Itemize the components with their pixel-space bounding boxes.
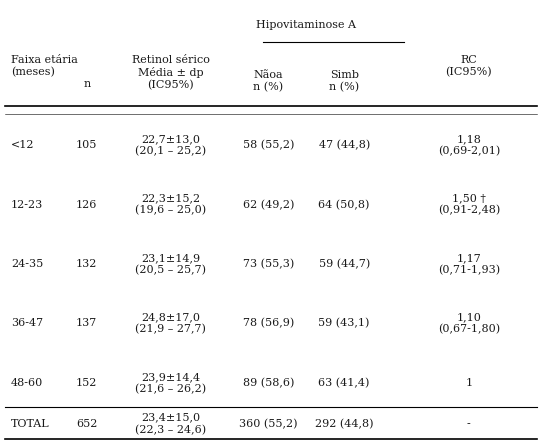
- Text: 105: 105: [76, 140, 98, 150]
- Text: 64 (50,8): 64 (50,8): [319, 199, 370, 210]
- Text: 1,18
(0,69-2,01): 1,18 (0,69-2,01): [438, 134, 500, 156]
- Text: 48-60: 48-60: [11, 378, 43, 388]
- Text: 23,4±15,0
(22,3 – 24,6): 23,4±15,0 (22,3 – 24,6): [135, 413, 207, 435]
- Text: 22,7±13,0
(20,1 – 25,2): 22,7±13,0 (20,1 – 25,2): [135, 134, 207, 156]
- Text: 62 (49,2): 62 (49,2): [243, 199, 294, 210]
- Text: 22,3±15,2
(19,6 – 25,0): 22,3±15,2 (19,6 – 25,0): [135, 194, 207, 216]
- Text: n: n: [83, 79, 91, 89]
- Text: 652: 652: [76, 419, 98, 429]
- Text: <12: <12: [11, 140, 34, 150]
- Text: -: -: [467, 419, 470, 429]
- Text: 152: 152: [76, 378, 98, 388]
- Text: 59 (44,7): 59 (44,7): [319, 259, 370, 269]
- Text: 1,50 †
(0,91-2,48): 1,50 † (0,91-2,48): [438, 194, 500, 216]
- Text: Hipovitaminose A: Hipovitaminose A: [256, 20, 356, 30]
- Text: Nãoa
n (%): Nãoa n (%): [253, 70, 283, 92]
- Text: 73 (55,3): 73 (55,3): [243, 259, 294, 269]
- Text: 126: 126: [76, 200, 98, 209]
- Text: Retinol sérico
Média ± dp
(IC95%): Retinol sérico Média ± dp (IC95%): [132, 55, 210, 90]
- Text: 63 (41,4): 63 (41,4): [319, 378, 370, 388]
- Text: 23,9±14,4
(21,6 – 26,2): 23,9±14,4 (21,6 – 26,2): [135, 372, 207, 394]
- Text: 59 (43,1): 59 (43,1): [319, 318, 370, 329]
- Text: 89 (58,6): 89 (58,6): [243, 378, 294, 388]
- Text: 47 (44,8): 47 (44,8): [319, 140, 370, 150]
- Text: 1: 1: [465, 378, 473, 388]
- Text: 292 (44,8): 292 (44,8): [315, 418, 373, 429]
- Text: 360 (55,2): 360 (55,2): [239, 418, 298, 429]
- Text: 78 (56,9): 78 (56,9): [243, 318, 294, 329]
- Text: 137: 137: [76, 319, 98, 328]
- Text: TOTAL: TOTAL: [11, 419, 49, 429]
- Text: Simb
n (%): Simb n (%): [329, 70, 359, 92]
- Text: RC
(IC95%): RC (IC95%): [446, 55, 492, 77]
- Text: 1,10
(0,67-1,80): 1,10 (0,67-1,80): [438, 312, 500, 334]
- Text: 24,8±17,0
(21,9 – 27,7): 24,8±17,0 (21,9 – 27,7): [136, 312, 206, 334]
- Text: 24-35: 24-35: [11, 259, 43, 269]
- Text: 1,17
(0,71-1,93): 1,17 (0,71-1,93): [438, 253, 500, 275]
- Text: Faixa etária
(meses): Faixa etária (meses): [11, 55, 78, 77]
- Text: 58 (55,2): 58 (55,2): [243, 140, 294, 150]
- Text: 12-23: 12-23: [11, 200, 43, 209]
- Text: 23,1±14,9
(20,5 – 25,7): 23,1±14,9 (20,5 – 25,7): [136, 253, 206, 275]
- Text: 36-47: 36-47: [11, 319, 43, 328]
- Text: 132: 132: [76, 259, 98, 269]
